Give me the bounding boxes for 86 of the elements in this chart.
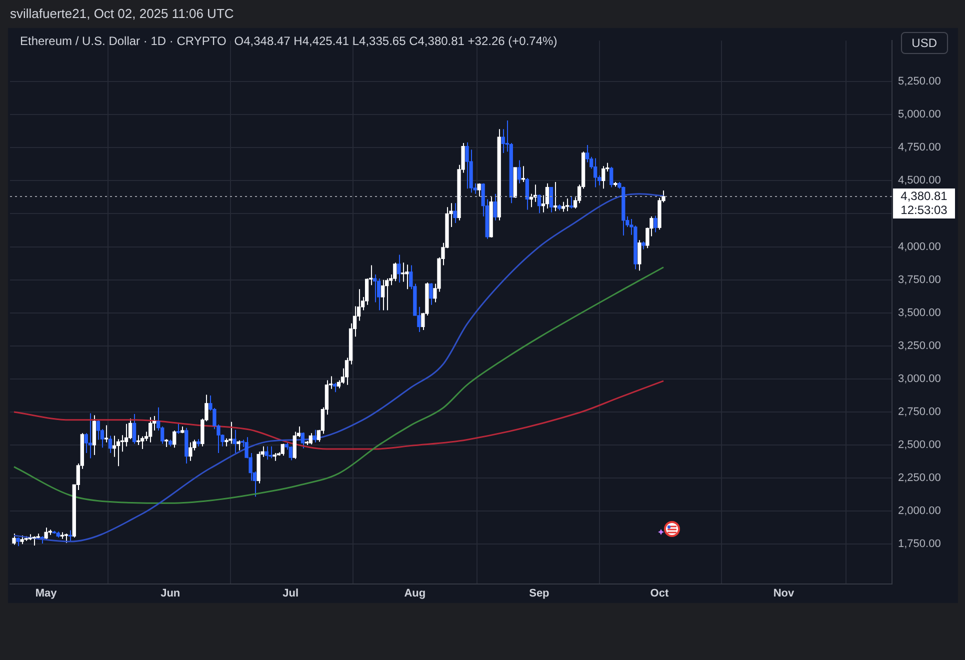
candlestick (132, 413, 136, 444)
candlestick (292, 431, 296, 460)
x-tick-label: Aug (404, 587, 426, 600)
candlestick (453, 202, 457, 224)
candlestick (64, 533, 68, 544)
candlestick (288, 446, 292, 461)
candlestick (465, 142, 469, 190)
candlestick (501, 128, 505, 154)
chart-title: Ethereum / U.S. Dollar · 1D · CRYPTO (20, 34, 226, 48)
candlestick (232, 429, 236, 454)
candlestick (525, 178, 530, 210)
candlestick (537, 194, 542, 214)
chart-subtitle: O4,348.47 H4,425.41 L4,335.65 C4,380.81 +32.26 (+0.74%) (234, 34, 558, 48)
x-tick-label: Oct (650, 587, 669, 600)
candlestick (429, 282, 433, 306)
candlestick (381, 279, 385, 311)
y-tick-label: 2,500.00 (898, 439, 941, 452)
candlestick (517, 160, 521, 184)
y-tick-label: 5,000.00 (898, 108, 941, 121)
candlestick (610, 166, 614, 188)
y-tick-label: 2,750.00 (898, 406, 941, 418)
candlestick (140, 436, 144, 450)
candlestick (104, 424, 108, 443)
candlestick (565, 198, 570, 212)
x-tick-label: Jul (282, 587, 299, 600)
candlestick (312, 429, 317, 443)
candlestick (96, 419, 100, 440)
candlestick (373, 274, 377, 303)
candlestick (493, 193, 497, 221)
y-tick-label: 2,000.00 (898, 505, 941, 518)
y-tick-label: 2,250.00 (898, 472, 941, 484)
candlestick (176, 423, 180, 434)
x-tick-label: May (35, 587, 58, 600)
line-series (13, 266, 664, 504)
candlestick (477, 182, 481, 198)
ref-line-label: 4,380.81 (900, 188, 948, 203)
candlestick (12, 533, 16, 546)
y-tick-label: 4,750.00 (898, 142, 941, 154)
candlestick (108, 435, 112, 454)
candlestick (545, 182, 550, 209)
y-tick-label: 1,750.00 (898, 538, 941, 550)
candlestick (236, 440, 240, 451)
candlestick (561, 201, 566, 212)
candlestick (585, 144, 590, 163)
candlestick (300, 432, 304, 449)
y-tick-label: 4,000.00 (898, 240, 941, 253)
line-series (13, 193, 664, 542)
candlestick (405, 264, 409, 290)
candlestick (549, 186, 554, 213)
x-tick-label: Jun (160, 587, 180, 600)
candlestick (654, 215, 658, 233)
candlestick (148, 416, 152, 443)
line-series (13, 380, 664, 450)
y-tick-label: 3,500.00 (898, 306, 941, 319)
candlestick (308, 432, 313, 445)
candlestick (397, 254, 401, 283)
candlestick (84, 432, 88, 454)
candlestick (593, 158, 598, 188)
y-tick-label: 3,750.00 (898, 274, 941, 286)
y-tick-label: 3,000.00 (898, 372, 941, 385)
x-tick-label: Nov (773, 587, 796, 600)
candlestick (332, 382, 337, 393)
candlestick (32, 536, 36, 546)
candlestick (569, 196, 574, 209)
candlestick (553, 182, 558, 212)
candlestick (377, 278, 381, 311)
candlestick (602, 166, 606, 190)
x-tick-label: Sep (529, 587, 550, 600)
y-tick-label: 4,500.00 (898, 174, 941, 187)
candlestick (393, 262, 397, 282)
y-axis-title: USD (900, 32, 948, 54)
candlestick (172, 430, 176, 448)
text: 12:53:03 (900, 202, 948, 217)
y-tick-label: 3,250.00 (898, 340, 941, 352)
candlestick (188, 442, 192, 462)
text: svillafuerte21, Oct 02, 2025 11:06 UTC (10, 6, 234, 21)
candlestick (44, 527, 48, 540)
candlestick (280, 443, 284, 456)
candlestick (228, 421, 232, 444)
candlestick (638, 240, 642, 272)
candlestick (116, 438, 120, 467)
candlestick (88, 412, 92, 459)
candlestick (529, 193, 534, 208)
candlestick (385, 278, 389, 311)
candlestick (264, 446, 268, 460)
y-tick-label: 5,250.00 (898, 76, 941, 88)
